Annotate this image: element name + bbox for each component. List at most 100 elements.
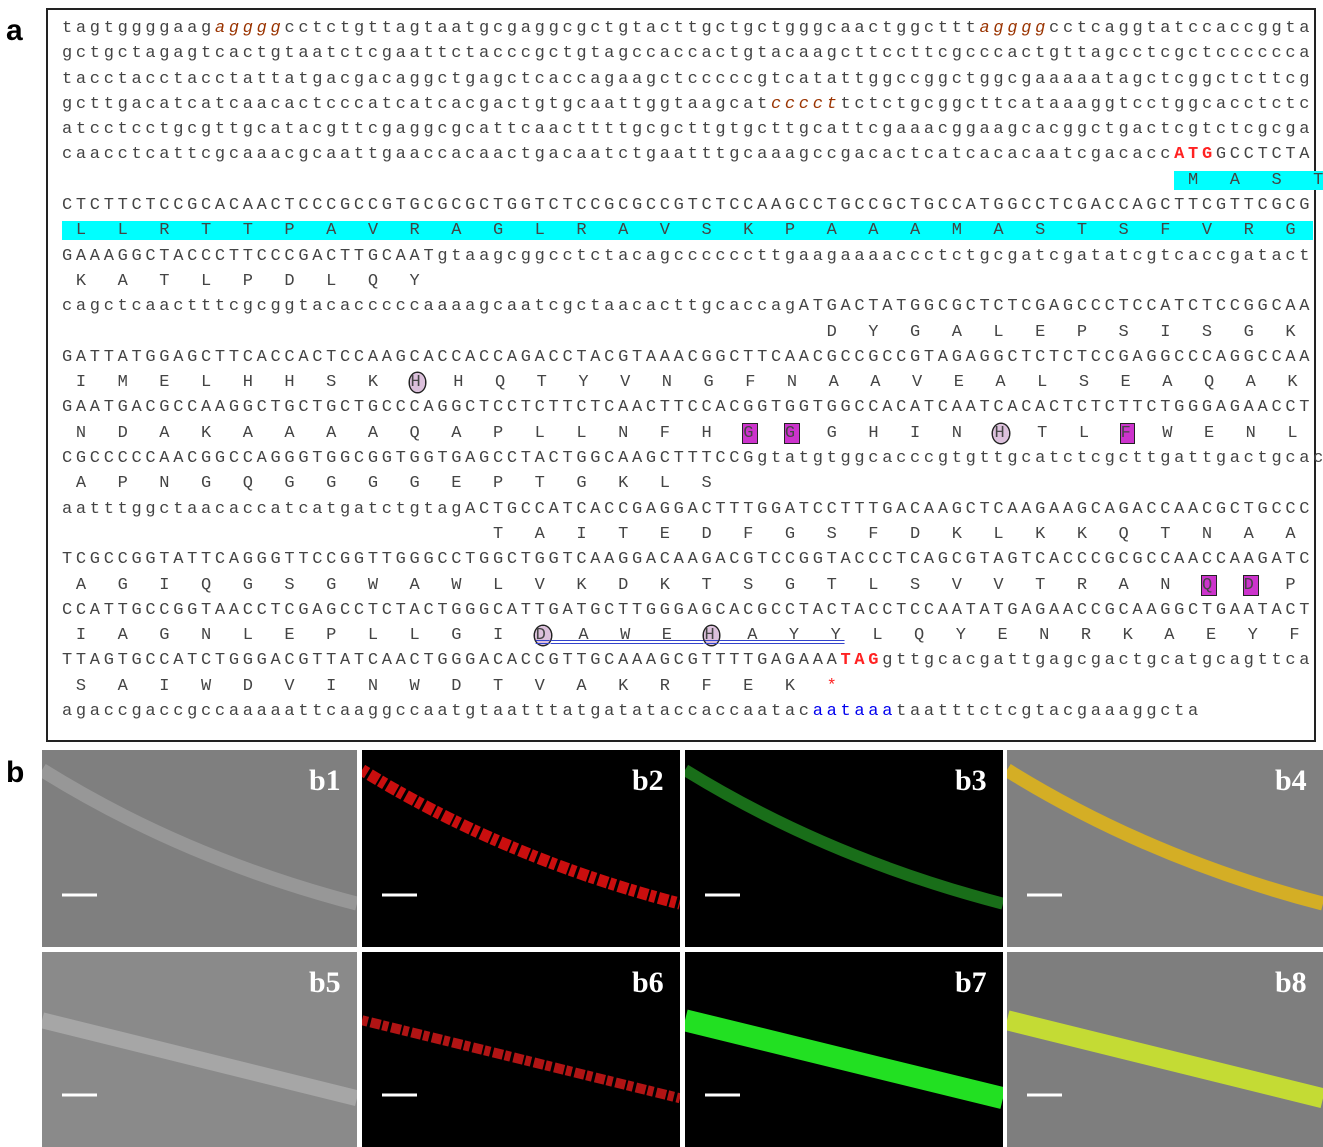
sequence-segment: caacctcattcgcaaacgcaattgaaccacaactgacaat… (62, 145, 1174, 164)
sequence-segment: H (410, 373, 426, 392)
sequence-line: A G I Q G S G W A W L V K D K T S G T L … (62, 573, 1323, 598)
sequence-box: tagtggggaagaggggcctctgttagtaatgcgaggcgct… (46, 8, 1316, 742)
sequence-segment: GATTATGGAGCTTCACCACTCCAAGCACCACCAGACCTAC… (62, 348, 1313, 367)
sequence-line: D Y G A L E P S I S G K (62, 320, 1323, 345)
sequence-segment: gctgctagagtcactgtaatctcgaattctacccgctgta… (62, 44, 1313, 63)
image-label: b6 (632, 966, 664, 1000)
sequence-line: gctgctagagtcactgtaatctcgaattctacccgctgta… (62, 41, 1323, 66)
sequence-segment: L L R T T P A V R A G L R A V S K P A A … (62, 221, 1313, 240)
sequence-segment: agggg (215, 19, 285, 38)
sequence-segment: ATG (1174, 145, 1216, 164)
sequence-segment: GAAAGGCTACCCTTCCCGACTTGCAAT (62, 247, 437, 266)
sequence-segment: I A G N L E P L L G I (62, 626, 535, 645)
sequence-segment: P (1258, 576, 1300, 595)
sequence-segment: A W E (551, 626, 704, 645)
sequence-segment: N D A K A A A A Q A P L L N F H (62, 424, 743, 443)
sequence-line: GAATGACGCCAAGGCTGCTGCTGCCCAGGCTCCTCTTCTC… (62, 395, 1323, 420)
sequence-segment: cagctcaactttcgcggtacacccccaaaagcaatcgcta… (62, 297, 799, 316)
sequence-segment: GAATGACGCCAAGGCTGCTGCTGCCCAGGCTCCTCTTCTC… (62, 398, 1313, 417)
sequence-segment: CCATTGCCGGTAACCTCGAGCCTCTACTGGGCATTGATGC… (62, 601, 1313, 620)
sequence-line: TTAGTGCCATCTGGGACGTTATCAACTGGGACACCGTTGC… (62, 648, 1323, 673)
sequence-line: CGCCCCCAACGGCCAGGGTGGCGGTGGTGAGCCTACTGGC… (62, 446, 1323, 471)
sequence-segment: tacctacctacctattatgacgacaggctgagctcaccag… (62, 70, 1313, 89)
sequence-line: A P N G Q G G G G E P T G K L S (62, 471, 1323, 496)
image-label: b8 (1275, 966, 1307, 1000)
sequence-segment: aatttggctaacaccatcatgatctgtag (62, 500, 465, 519)
sequence-line: CTCTTCTCCGCACAACTCCCGCCGTGCGCGCTGGTCTCCG… (62, 193, 1323, 218)
sequence-line: cagctcaactttcgcggtacacccccaaaagcaatcgcta… (62, 294, 1323, 319)
sequence-segment: D (1244, 576, 1258, 595)
sequence-segment (62, 171, 1174, 190)
sequence-segment: T A I T E D F G S F D K L K K Q T N A A … (62, 525, 1323, 544)
sequence-line: GAAAGGCTACCCTTCCCGACTTGCAATgtaagcggcctct… (62, 244, 1323, 269)
sequence-line: L L R T T P A V R A G L R A V S K P A A … (62, 218, 1323, 243)
sequence-segment: D Y G A L E P S I S G K (62, 323, 1299, 342)
panel-label: a (6, 14, 23, 48)
sequence-segment: CGCCCCCAACGGCCAGGGTGGCGGTGGTGAGCCTACTGGC… (62, 449, 757, 468)
sequence-line: tagtggggaagaggggcctctgttagtaatgcgaggcgct… (62, 16, 1323, 41)
sequence-segment: * (827, 677, 841, 696)
sequence-segment: ATGACTATGGCGCTCTCGAGCCCTCCATCTCCGGCAA (799, 297, 1313, 316)
sequence-line: M A S T (62, 168, 1323, 193)
sequence-segment: tagtggggaag (62, 19, 215, 38)
sequence-segment: TCGCCGGTATTCAGGGTTCCGGTTGGGCCTGGCTGGTCAA… (62, 550, 1313, 569)
sequence-line: tacctacctacctattatgacgacaggctgagctcaccag… (62, 67, 1323, 92)
sequence-segment: Q (1202, 576, 1216, 595)
sequence-segment: cccct (771, 95, 841, 114)
sequence-segment: gtaagcggcctctacagccccccttgaagaaaaccctctg… (437, 247, 1313, 266)
sequence: tagtggggaagaggggcctctgttagtaatgcgaggcgct… (62, 16, 1323, 724)
sequence-segment: A P N G Q G G G G E P T G K L S (62, 474, 715, 493)
sequence-segment: cctcaggtatccaccggta (1049, 19, 1313, 38)
sequence-line: caacctcattcgcaaacgcaattgaaccacaactgacaat… (62, 142, 1323, 167)
sequence-segment: CTCTTCTCCGCACAACTCCCGCCGTGCGCGCTGGTCTCCG… (62, 196, 1313, 215)
sequence-line: aatttggctaacaccatcatgatctgtagACTGCCATCAC… (62, 497, 1323, 522)
sequence-segment: tctctgcggcttcataaaggtcctggcacctctc (841, 95, 1314, 114)
sequence-segment: GCCTCTA (1216, 145, 1313, 164)
sequence-segment: taatttctcgtacgaaaggcta (896, 702, 1202, 721)
sequence-segment: TAG (841, 651, 883, 670)
sequence-segment: D (535, 626, 551, 645)
image-label: b3 (955, 764, 987, 798)
sequence-line: I M E L H H S K H H Q T Y V N G F N A A … (62, 370, 1323, 395)
sequence-segment: H Q T Y V N G F N A A V E A L S E A Q A … (425, 373, 1301, 392)
sequence-segment: aataaa (813, 702, 896, 721)
sequence-segment: K A T L P D L Q Y (62, 272, 423, 291)
sequence-segment: A G I Q G S G W A W L V K D K T S G T L … (62, 576, 1202, 595)
sequence-line: K A T L P D L Q Y (62, 269, 1323, 294)
sequence-segment: M A S T (1174, 171, 1323, 190)
image-label: b5 (309, 966, 341, 1000)
sequence-segment: A Y Y (719, 626, 844, 645)
sequence-segment: atcctcctgcgttgcatacgttcgaggcgcattcaacttt… (62, 120, 1313, 139)
sequence-segment: L Q Y E N R K A E Y F (845, 626, 1304, 645)
image-label: b4 (1275, 764, 1307, 798)
image-label: b7 (955, 966, 987, 1000)
sequence-segment: S A I W D V I N W D T V A K R F E K (62, 677, 827, 696)
sequence-segment: gtatgtggcacccgtgttgcatctcgcttgattgactgca… (757, 449, 1323, 468)
sequence-segment: agggg (980, 19, 1050, 38)
sequence-segment: gcttgacatcatcaacactcccatcatcacgactgtgcaa… (62, 95, 771, 114)
sequence-segment: G (785, 424, 799, 443)
sequence-line: I A G N L E P L L G I D A W E H A Y Y L … (62, 623, 1323, 648)
sequence-line: gcttgacatcatcaacactcccatcatcacgactgtgcaa… (62, 92, 1323, 117)
sequence-segment: I M E L H H S K (62, 373, 410, 392)
sequence-segment (757, 424, 785, 443)
sequence-segment: F (1121, 424, 1135, 443)
sequence-segment: H (993, 424, 1009, 443)
sequence-segment: cctctgttagtaatgcgaggcgctgtacttgctgctgggc… (284, 19, 979, 38)
sequence-segment: H (704, 626, 720, 645)
sequence-segment (1216, 576, 1244, 595)
image-label: b1 (309, 764, 341, 798)
image-label: b2 (632, 764, 664, 798)
sequence-segment: TTAGTGCCATCTGGGACGTTATCAACTGGGACACCGTTGC… (62, 651, 841, 670)
sequence-line: GATTATGGAGCTTCACCACTCCAAGCACCACCAGACCTAC… (62, 345, 1323, 370)
sequence-line: N D A K A A A A Q A P L L N F H G G G H … (62, 421, 1323, 446)
sequence-segment: G (743, 424, 757, 443)
sequence-line: CCATTGCCGGTAACCTCGAGCCTCTACTGGGCATTGATGC… (62, 598, 1323, 623)
sequence-line: agaccgaccgccaaaaattcaaggccaatgtaatttatga… (62, 699, 1323, 724)
page: a tagtggggaagaggggcctctgttagtaatgcgaggcg… (0, 0, 1323, 1147)
sequence-segment: W E N L (1134, 424, 1301, 443)
sequence-segment: T L (1009, 424, 1120, 443)
panel-label: b (6, 756, 24, 790)
sequence-segment: agaccgaccgccaaaaattcaaggccaatgtaatttatga… (62, 702, 813, 721)
sequence-line: S A I W D V I N W D T V A K R F E K * (62, 674, 1323, 699)
